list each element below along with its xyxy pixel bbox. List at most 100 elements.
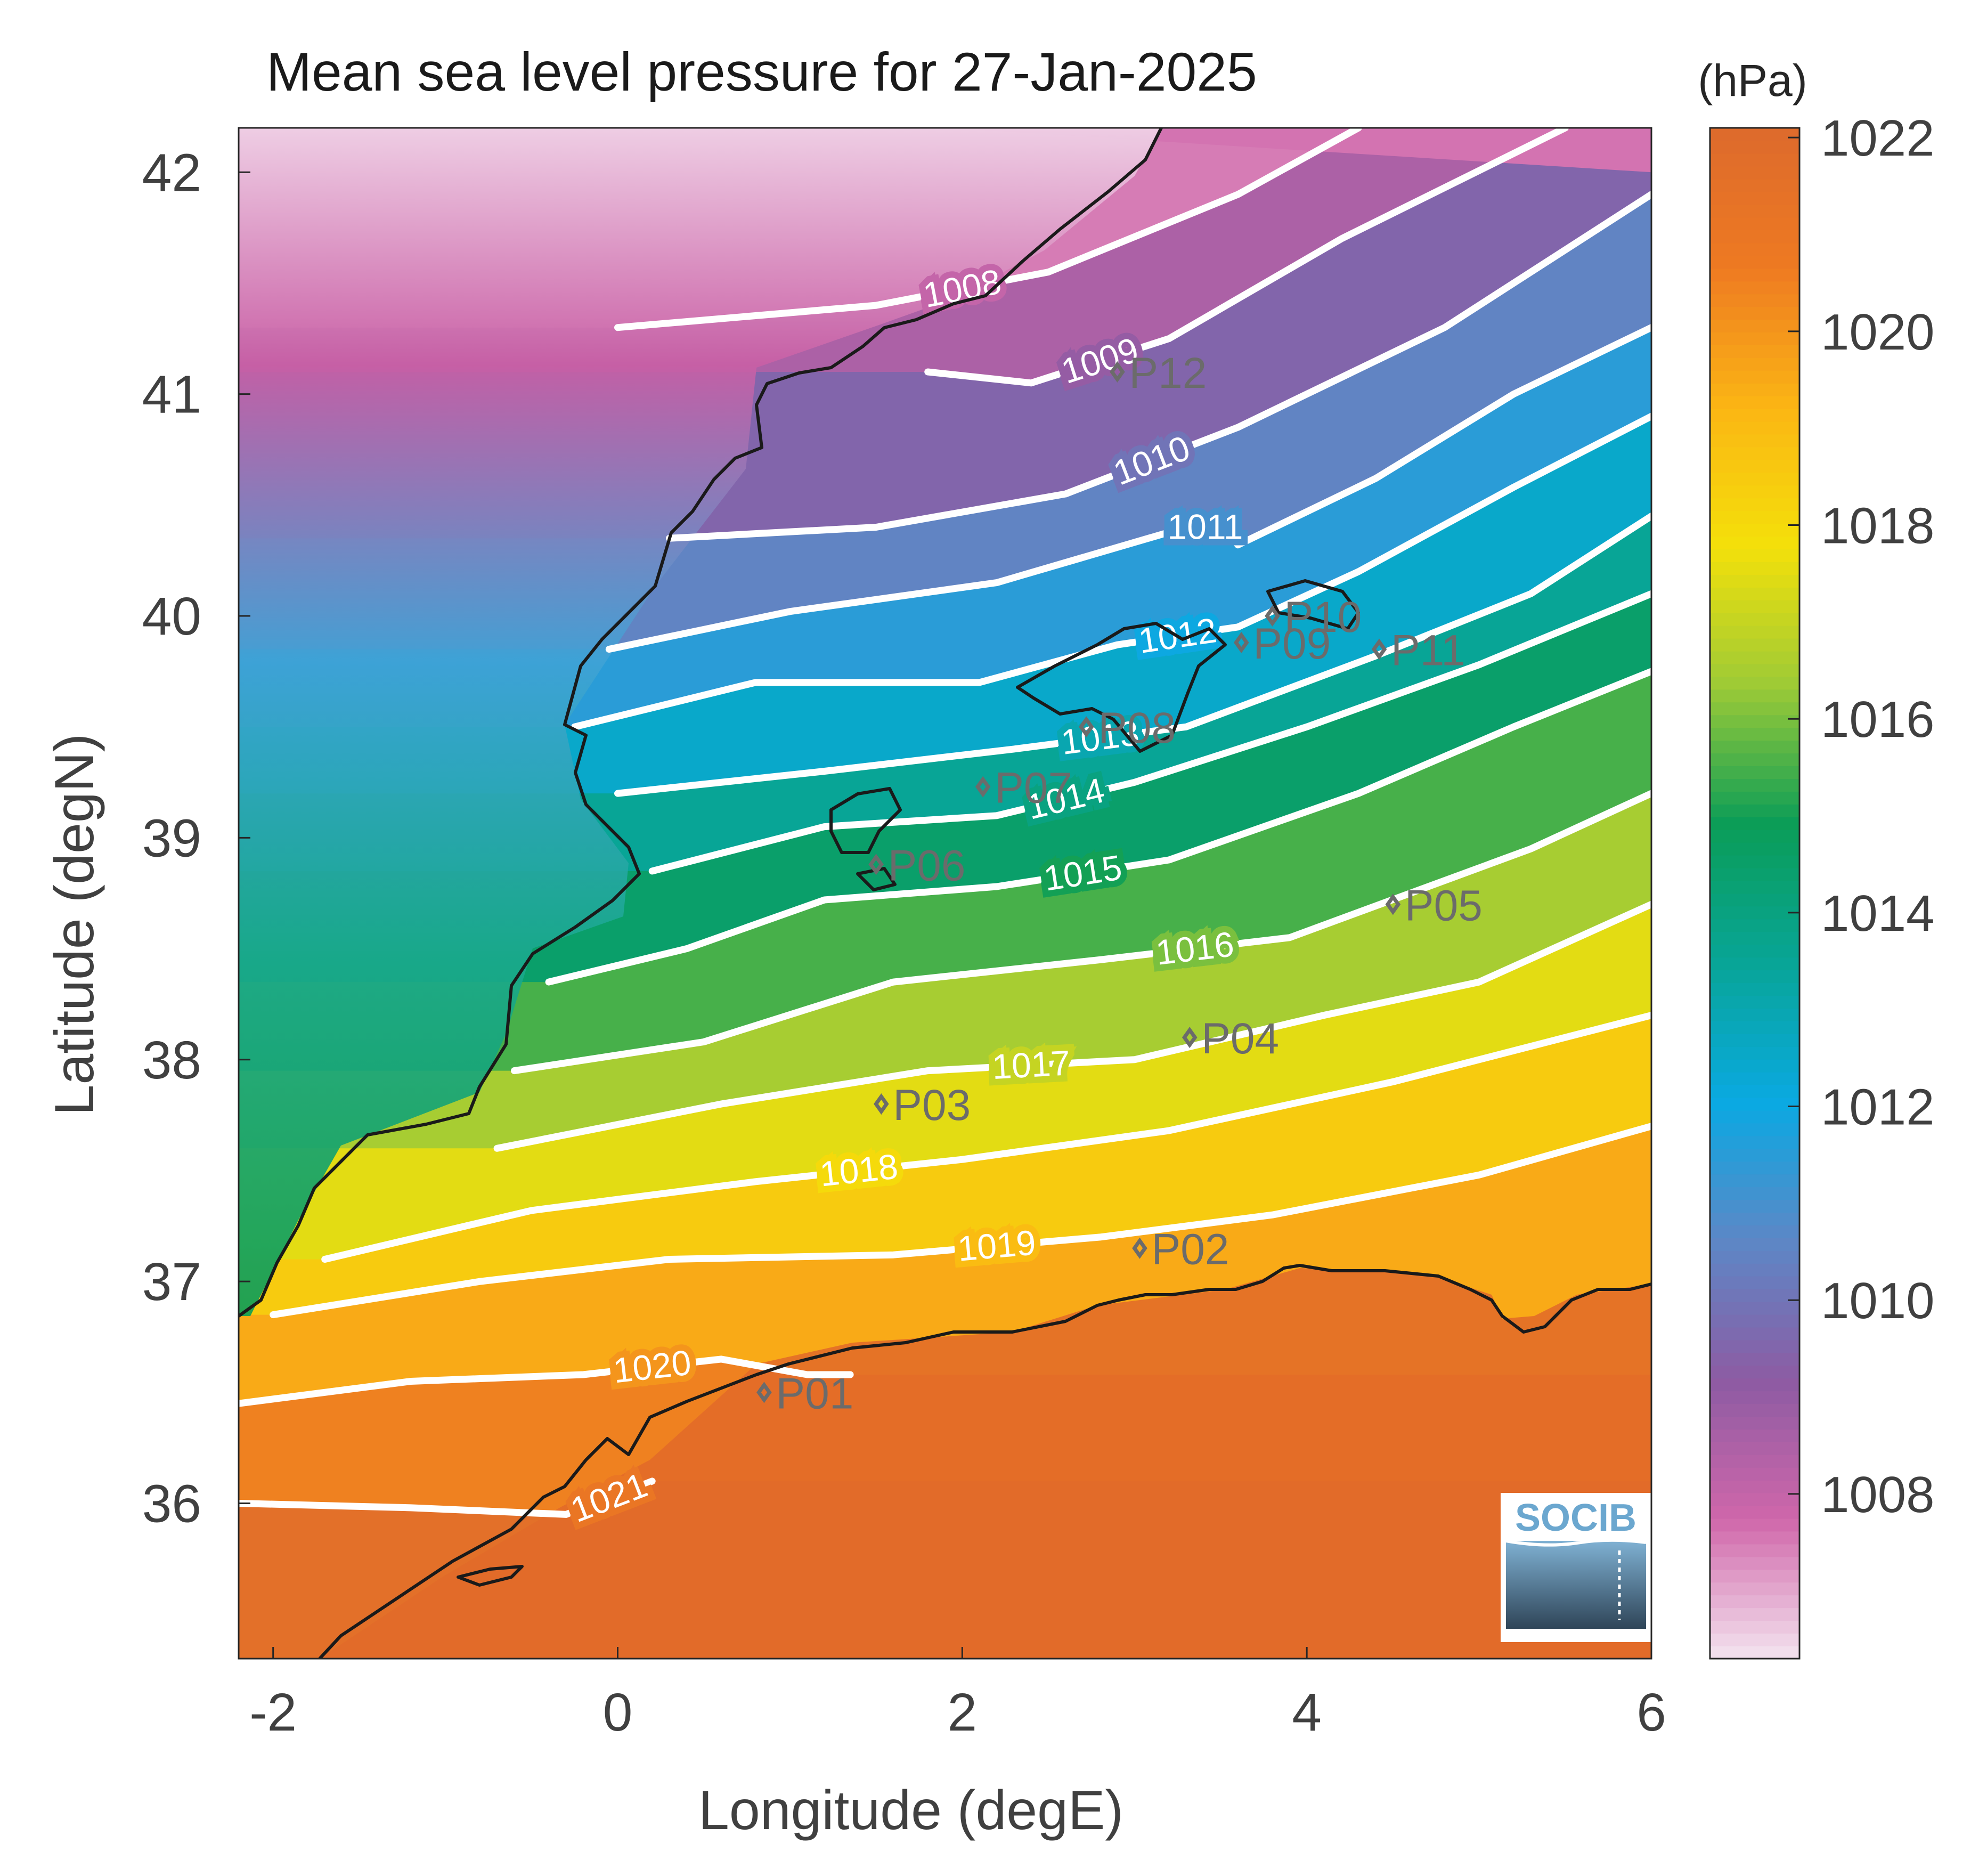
colorbar-segment	[1710, 829, 1799, 843]
station-label-p06: P06	[888, 841, 966, 890]
colorbar-segment	[1710, 1301, 1799, 1315]
colorbar-segment	[1710, 1607, 1799, 1621]
colorbar-segment	[1710, 1097, 1799, 1111]
colorbar-segment	[1710, 1492, 1799, 1506]
x-axis-ticks: -2 0 2 4 6	[249, 1647, 1666, 1742]
colorbar-segment	[1710, 1212, 1799, 1225]
colorbar-segment	[1710, 268, 1799, 282]
colorbar-segment	[1710, 1174, 1799, 1188]
colorbar-segment	[1710, 1288, 1799, 1302]
colorbar-segment	[1710, 1378, 1799, 1392]
coastline-iberia	[239, 128, 1163, 1318]
colorbar-segment	[1710, 574, 1799, 588]
colorbar-segment	[1710, 1544, 1799, 1557]
colorbar-segment	[1710, 1556, 1799, 1570]
colorbar-segment	[1710, 893, 1799, 907]
colorbar-segment	[1710, 1391, 1799, 1404]
colorbar-segment	[1710, 612, 1799, 626]
colorbar-segment	[1710, 791, 1799, 805]
colorbar-segment	[1710, 306, 1799, 320]
isobar-1017	[493, 900, 1651, 1152]
colorbar-segment	[1710, 1084, 1799, 1098]
colorbar-segment	[1710, 1569, 1799, 1583]
isobar-1011	[605, 324, 1651, 653]
colorbar-segment	[1710, 281, 1799, 295]
colorbar-tick-label: 1010	[1821, 1272, 1935, 1329]
station-label-p09: P09	[1253, 620, 1331, 668]
isobar-1015	[545, 668, 1651, 986]
colorbar-segment	[1710, 727, 1799, 741]
colorbar-segment	[1710, 1646, 1799, 1659]
x-tick-label: 0	[603, 1683, 633, 1742]
colorbar-tick-label: 1020	[1821, 304, 1935, 361]
x-tick-label: 2	[948, 1683, 978, 1742]
colorbar-segment	[1710, 370, 1799, 384]
colorbar-segment	[1710, 599, 1799, 613]
colorbar-segment	[1710, 766, 1799, 779]
isobar-1020	[239, 1355, 854, 1407]
coastline-menorca	[1266, 579, 1360, 630]
colorbar-segment	[1710, 421, 1799, 435]
colorbar-segment	[1710, 816, 1799, 830]
y-tick-label: 38	[142, 1030, 201, 1090]
y-tick-label: 41	[142, 365, 201, 425]
colorbar-segment	[1710, 217, 1799, 231]
isobar-1014	[648, 590, 1651, 875]
pressure-band-low	[945, 128, 1651, 173]
colorbar-segment	[1710, 472, 1799, 486]
colorbar-segment	[1710, 1046, 1799, 1060]
colorbar-segment	[1710, 1008, 1799, 1021]
colorbar-segment	[1710, 140, 1799, 154]
isobar-label-1017: 1017	[991, 1043, 1071, 1086]
colorbar-segment	[1710, 855, 1799, 868]
colorbar-segment	[1710, 1403, 1799, 1417]
coastline-mallorca	[1016, 622, 1227, 753]
colorbar-segment	[1710, 1454, 1799, 1468]
isobar-1013	[614, 513, 1651, 797]
colorbar-segment	[1710, 638, 1799, 652]
colorbar-segment	[1710, 1123, 1799, 1136]
station-marker-p05	[1385, 894, 1401, 915]
y-tick-label: 37	[142, 1252, 201, 1312]
colorbar-segment	[1710, 459, 1799, 473]
colorbar-segment	[1710, 1620, 1799, 1634]
x-tick-label: 6	[1636, 1683, 1666, 1742]
colorbar-segment	[1710, 1327, 1799, 1341]
colorbar-segment	[1710, 446, 1799, 460]
colorbar-segment	[1710, 1237, 1799, 1251]
colorbar-segment	[1710, 1059, 1799, 1073]
isobar-1019	[270, 1123, 1651, 1319]
station-marker-p01	[756, 1382, 772, 1403]
colorbar-segment	[1710, 294, 1799, 307]
colorbar-segment	[1710, 702, 1799, 716]
colorbar-segment	[1710, 1033, 1799, 1047]
socib-logo-wave	[1505, 1538, 1647, 1547]
colorbar-segment	[1710, 1135, 1799, 1149]
colorbar-segment	[1710, 498, 1799, 511]
isobar-1009	[924, 128, 1569, 387]
plot-frame	[238, 127, 1652, 1660]
socib-logo-text: SOCIB	[1515, 1497, 1636, 1539]
colorbar-segment	[1710, 549, 1799, 562]
station-marker-p07	[975, 776, 991, 798]
colorbar-segment	[1710, 1314, 1799, 1328]
colorbar-segment	[1710, 485, 1799, 499]
colorbar-segment	[1710, 1250, 1799, 1264]
colorbar-segment	[1710, 1339, 1799, 1353]
colorbar-segment	[1710, 778, 1799, 792]
colorbar-segment	[1710, 1531, 1799, 1545]
isobar-label-1011: 1011	[1167, 507, 1243, 547]
colorbar-segment	[1710, 1352, 1799, 1366]
station-marker-p12	[1110, 361, 1125, 383]
y-axis-label: Latitude (degN)	[44, 734, 105, 1116]
station-marker-p09	[1233, 631, 1249, 654]
africa-land-overlay	[320, 1268, 1651, 1659]
colorbar-segment	[1710, 408, 1799, 422]
colorbar-segment	[1710, 319, 1799, 332]
colorbar-segment	[1710, 663, 1799, 677]
colorbar-segment	[1710, 1480, 1799, 1493]
colorbar-segment	[1710, 753, 1799, 766]
iberia-land-overlay	[239, 128, 1161, 1316]
